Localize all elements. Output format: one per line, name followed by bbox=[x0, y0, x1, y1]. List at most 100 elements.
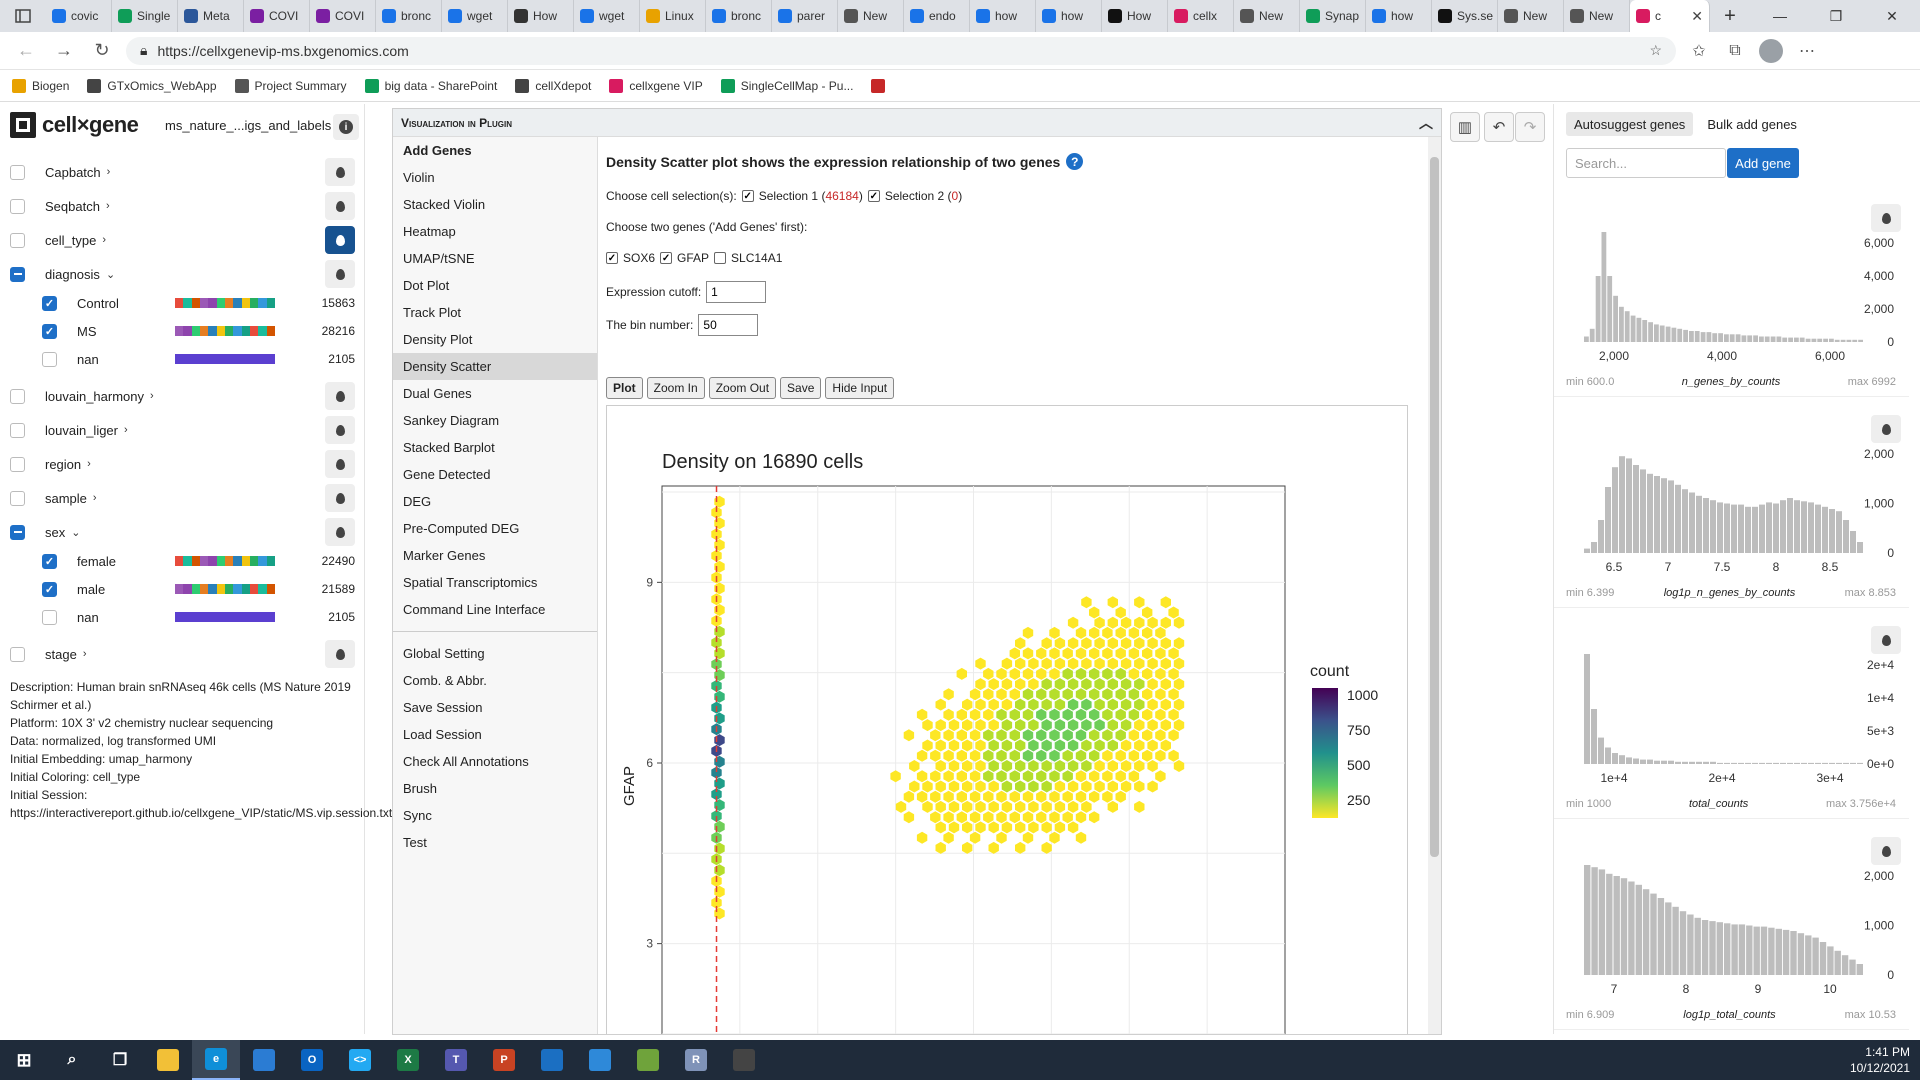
save-button[interactable]: Save bbox=[780, 377, 822, 399]
browser-tab[interactable]: New bbox=[1498, 0, 1564, 32]
category-diagnosis[interactable]: diagnosis ⌄ bbox=[10, 258, 355, 290]
color-by-button[interactable] bbox=[325, 640, 355, 668]
tab-active[interactable]: c ✕ bbox=[1630, 0, 1710, 32]
value-checkbox[interactable] bbox=[42, 295, 57, 311]
reload-button[interactable]: ↻ bbox=[94, 40, 110, 60]
r-icon[interactable]: R bbox=[672, 1040, 720, 1080]
gene-checkbox[interactable] bbox=[606, 252, 618, 264]
category-cell_type[interactable]: cell_type › bbox=[10, 224, 355, 256]
histogram-log1p_total_counts[interactable]: 2,000 1,000 0 7 8 9 10 min 6.909 log1p_total_cou… bbox=[1554, 825, 1909, 1030]
tab-autosuggest[interactable]: Autosuggest genes bbox=[1566, 112, 1694, 136]
browser-tab[interactable]: How bbox=[508, 0, 574, 32]
tab-bulk-add[interactable]: Bulk add genes bbox=[1707, 116, 1797, 132]
color-by-button[interactable] bbox=[1871, 204, 1901, 232]
collapse-icon[interactable]: ︿ bbox=[1419, 114, 1433, 131]
menu-item-command-line-interface[interactable]: Command Line Interface bbox=[403, 602, 546, 617]
menu-item-sync[interactable]: Sync bbox=[403, 808, 432, 823]
browser-tab[interactable]: how bbox=[1366, 0, 1432, 32]
color-by-button[interactable] bbox=[1871, 626, 1901, 654]
category-value[interactable]: nan 2105 bbox=[42, 604, 355, 630]
zoom-in-button[interactable]: Zoom In bbox=[646, 377, 705, 399]
new-tab-button[interactable]: + bbox=[1724, 4, 1736, 27]
chevron-down-icon[interactable]: ⌄ bbox=[105, 268, 116, 281]
chevron-right-icon[interactable]: › bbox=[150, 390, 154, 402]
url-input[interactable]: 🔒︎ https://cellxgenevip-ms.bxgenomics.co… bbox=[126, 36, 1676, 65]
browser-tab[interactable]: Sys.se bbox=[1432, 0, 1498, 32]
color-by-button[interactable] bbox=[325, 518, 355, 546]
color-by-button[interactable] bbox=[325, 484, 355, 512]
menu-item-density-scatter[interactable]: Density Scatter bbox=[393, 353, 597, 380]
value-checkbox[interactable] bbox=[42, 351, 57, 367]
category-value[interactable]: Control 15863 bbox=[42, 290, 355, 316]
add-gene-button[interactable]: Add gene bbox=[1727, 148, 1799, 178]
more-menu-icon[interactable]: ⋯ bbox=[1799, 42, 1815, 60]
histogram-n_genes_by_counts[interactable]: 6,000 4,000 2,000 0 2,000 4,000 6,000 min 600.0… bbox=[1554, 192, 1909, 397]
menu-item-stacked-barplot[interactable]: Stacked Barplot bbox=[403, 440, 495, 455]
store-icon[interactable] bbox=[240, 1040, 288, 1080]
menu-item-stacked-violin[interactable]: Stacked Violin bbox=[403, 197, 486, 212]
chevron-right-icon[interactable]: › bbox=[124, 424, 128, 436]
browser-tab[interactable]: bronc bbox=[376, 0, 442, 32]
category-checkbox[interactable] bbox=[10, 456, 25, 472]
browser-tab[interactable]: parer bbox=[772, 0, 838, 32]
menu-item-marker-genes[interactable]: Marker Genes bbox=[403, 548, 486, 563]
back-button[interactable]: ← bbox=[17, 40, 35, 60]
zoom-out-button[interactable]: Zoom Out bbox=[708, 377, 777, 399]
category-sample[interactable]: sample › bbox=[10, 482, 355, 514]
gene-checkbox[interactable] bbox=[660, 252, 673, 264]
bookmark-item[interactable]: GTxOmics_WebApp bbox=[87, 78, 217, 93]
browser-tab[interactable]: endo bbox=[904, 0, 970, 32]
category-checkbox[interactable] bbox=[10, 388, 25, 404]
chevron-right-icon[interactable]: › bbox=[105, 200, 110, 212]
redo-icon[interactable]: ↷ bbox=[1515, 112, 1545, 142]
category-checkbox[interactable] bbox=[10, 164, 25, 180]
excel-icon[interactable]: X bbox=[384, 1040, 432, 1080]
menu-item-density-plot[interactable]: Density Plot bbox=[403, 332, 473, 347]
menu-item-umap-tsne[interactable]: UMAP/tSNE bbox=[403, 251, 475, 266]
chevron-right-icon[interactable]: › bbox=[92, 492, 97, 504]
category-checkbox[interactable] bbox=[10, 198, 25, 214]
color-by-button[interactable] bbox=[325, 260, 355, 288]
value-checkbox[interactable] bbox=[42, 609, 57, 625]
start-icon[interactable]: ⊞ bbox=[16, 1049, 32, 1070]
color-by-button[interactable] bbox=[325, 382, 355, 410]
minimize-button[interactable]: — bbox=[1773, 8, 1787, 24]
teams-icon[interactable]: T bbox=[432, 1040, 480, 1080]
chevron-down-icon[interactable]: ⌄ bbox=[71, 526, 81, 539]
bookmark-item[interactable]: cellXdepot bbox=[515, 78, 591, 93]
color-by-button[interactable] bbox=[325, 192, 355, 220]
category-value[interactable]: male 21589 bbox=[42, 576, 355, 602]
git-icon[interactable] bbox=[624, 1040, 672, 1080]
search-icon[interactable]: ⌕ bbox=[48, 1040, 96, 1080]
color-by-button[interactable] bbox=[325, 226, 355, 254]
gene-search-input[interactable]: Search... bbox=[1566, 148, 1726, 178]
category-checkbox[interactable] bbox=[10, 646, 25, 662]
menu-item-violin[interactable]: Violin bbox=[403, 170, 435, 185]
bookmark-item[interactable]: Project Summary bbox=[234, 78, 347, 93]
menu-item-dot-plot[interactable]: Dot Plot bbox=[403, 278, 450, 293]
browser-tab[interactable]: COVI bbox=[244, 0, 310, 32]
inkscape-icon[interactable] bbox=[720, 1040, 768, 1080]
cutoff-input[interactable] bbox=[706, 281, 767, 303]
bookmark-item[interactable]: cellxgene VIP bbox=[609, 78, 703, 93]
menu-item-save-session[interactable]: Save Session bbox=[403, 700, 483, 715]
value-checkbox[interactable] bbox=[42, 553, 57, 569]
category-checkbox[interactable] bbox=[10, 232, 25, 248]
plugin-scrollbar[interactable] bbox=[1428, 137, 1441, 1034]
chevron-right-icon[interactable]: › bbox=[82, 648, 87, 660]
bin-input[interactable] bbox=[698, 314, 759, 336]
maximize-button[interactable]: ❐ bbox=[1829, 7, 1843, 24]
tab-actions-icon[interactable] bbox=[0, 0, 46, 32]
chevron-right-icon[interactable]: › bbox=[106, 166, 111, 178]
close-icon[interactable]: ✕ bbox=[1691, 7, 1703, 24]
menu-item-dual-genes[interactable]: Dual Genes bbox=[403, 386, 472, 401]
menu-item-add-genes[interactable]: Add Genes bbox=[403, 143, 472, 158]
browser-tab[interactable]: COVI bbox=[310, 0, 376, 32]
help-icon[interactable]: ? bbox=[1066, 153, 1084, 170]
menu-item-spatial-transcriptomics[interactable]: Spatial Transcriptomics bbox=[403, 575, 538, 590]
hide-input-button[interactable]: Hide Input bbox=[825, 377, 895, 399]
browser-tab[interactable]: Meta bbox=[178, 0, 244, 32]
selection-2-checkbox[interactable] bbox=[867, 190, 880, 202]
close-window-button[interactable]: ✕ bbox=[1886, 7, 1898, 24]
edge-icon[interactable]: e bbox=[192, 1040, 240, 1080]
